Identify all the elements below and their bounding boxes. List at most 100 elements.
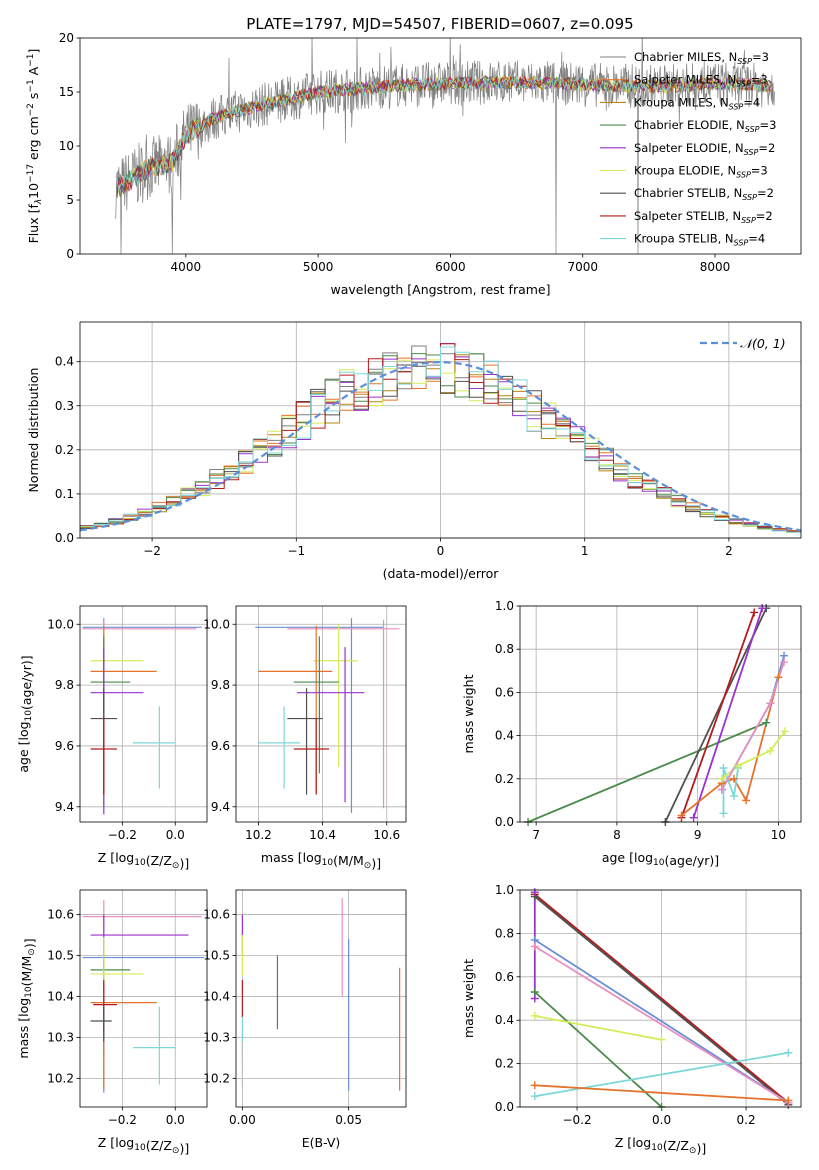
plot-area (527, 607, 786, 822)
plot-frame (79, 37, 802, 255)
y-tick-label: 0.2 (495, 772, 514, 786)
label-part: log (115, 1135, 134, 1150)
label-part: log (115, 850, 134, 865)
y-label-part: −1 (26, 54, 36, 67)
plot-area (115, 38, 775, 254)
label-part: age [ (602, 850, 634, 865)
weight-line-1 (664, 607, 768, 822)
x-tick-label: 0.05 (335, 1113, 362, 1127)
x-tick-label: 9 (694, 828, 702, 842)
axis-label: mass [log10(M/M⊙)] (261, 850, 381, 871)
y-tick-label: 10.3 (203, 1030, 230, 1044)
plot-area (82, 618, 202, 815)
axis-label: age [log10(age/yr)] (16, 655, 34, 772)
label-sub: 10 (651, 1143, 663, 1153)
axis-label: mass weight (461, 674, 476, 753)
weight-line-5 (534, 1015, 662, 1041)
label-part: mass weight (461, 959, 476, 1038)
y-label-part: 10 (26, 183, 41, 199)
y-tick-label: 0.6 (495, 685, 514, 699)
weight-marker (750, 608, 759, 617)
legend-label: Salpeter MILES, NSSP=3 (634, 73, 768, 89)
legend-name: Salpeter STELIB, N (634, 209, 741, 223)
weight-line-4 (680, 677, 780, 817)
y-tick-label: 9.4 (211, 800, 230, 814)
weight-marker (729, 774, 738, 783)
y-tick-label: 0.4 (495, 729, 514, 743)
y-tick-label: 10 (59, 139, 74, 153)
weight-line-6 (534, 1051, 789, 1098)
axis-label: age [log10(age/yr)] (602, 850, 719, 868)
legend-label: Salpeter STELIB, NSSP=2 (634, 209, 773, 225)
label-part: )] (179, 856, 189, 871)
label-part: (Z/Z (663, 1138, 689, 1153)
age-vs-mass-panel: 10.2 10.4 10.6 9.4 9.6 9.8 10.0 mass [log10(M/M… (203, 605, 407, 871)
label-part: )] (696, 1141, 706, 1156)
legend-name: Salpeter ELODIE, N (634, 141, 744, 155)
x-tick-label: 0 (437, 544, 445, 558)
legend-sub: SSP (742, 193, 757, 202)
y-tick-label: 5 (66, 193, 74, 207)
legend-sub: SSP (745, 125, 760, 134)
plot-area (255, 618, 400, 813)
y-tick-label: 9.6 (211, 739, 230, 753)
weight-marker (780, 658, 789, 667)
label-part: (M/M (333, 853, 364, 868)
legend-name: Salpeter MILES, N (634, 73, 736, 87)
y-label-part: ] (26, 49, 41, 54)
y-tick-label: 0.2 (55, 443, 74, 457)
label-sub: 10 (322, 858, 334, 868)
weight-marker (530, 888, 539, 897)
label-sub: 10 (24, 710, 34, 722)
legend-name: Kroupa MILES, N (634, 95, 729, 109)
x-tick-label: 8 (613, 828, 621, 842)
y-label-part: Flux [f (26, 204, 41, 244)
label-sub: 10 (134, 858, 146, 868)
weight-marker (530, 994, 539, 1003)
plot-frame (79, 605, 208, 823)
y-tick-label: 9.8 (211, 678, 230, 692)
legend-value: =3 (751, 73, 768, 87)
normal-reference-curve (80, 360, 801, 532)
y-tick-label: 10.4 (203, 989, 230, 1003)
weight-line-3 (534, 945, 789, 1104)
y-tick-label: 15 (59, 85, 74, 99)
x-tick-label: 4000 (171, 260, 202, 274)
y-tick-label: 10.2 (47, 1071, 74, 1085)
plot-area (241, 898, 401, 1091)
label-sub: ⊙ (172, 1146, 180, 1156)
label-part: log (16, 721, 31, 740)
y-tick-label: 20 (59, 31, 74, 45)
axis-label: Z [log10(Z/Z⊙)] (98, 850, 189, 871)
spectrum-panel: 4000 5000 6000 7000 8000 0 5 10 15 20 wavelength [… (26, 31, 802, 297)
y-tick-label: 10.3 (47, 1030, 74, 1044)
axis-label: mass weight (461, 959, 476, 1038)
y-tick-label: 9.4 (55, 800, 74, 814)
weight-line-1 (534, 895, 789, 1106)
y-tick-label: 0.0 (55, 531, 74, 545)
y-label-part: A (26, 66, 41, 79)
plot-frame (79, 321, 802, 539)
label-part: (Z/Z (146, 1138, 172, 1153)
y-tick-label: 9.6 (55, 739, 74, 753)
figure-title: PLATE=1797, MJD=54507, FIBERID=0607, z=0… (246, 15, 633, 33)
x-tick-label: −0.2 (108, 828, 137, 842)
legend-label: Kroupa ELODIE, NSSP=3 (634, 164, 768, 180)
weight-marker (774, 673, 783, 682)
weight-line-5 (722, 767, 739, 814)
label-part: Z [ (98, 1135, 115, 1150)
x-tick-label: 10.4 (309, 828, 336, 842)
age-vs-metallicity-panel: −0.2 0.09.49.69.810.0Z [log10(Z/Z⊙)]age [… (16, 605, 208, 871)
x-tick-label: 10 (771, 828, 786, 842)
y-tick-label: 9.8 (55, 678, 74, 692)
legend-sub: SSP (736, 80, 751, 89)
label-part: )] (371, 856, 381, 871)
weight-marker (530, 1092, 539, 1101)
legend-label: Chabrier ELODIE, NSSP=3 (634, 118, 776, 134)
weight-marker (729, 792, 738, 801)
legend-value: =4 (743, 95, 760, 109)
legend-label: Kroupa MILES, NSSP=4 (634, 95, 760, 111)
residuals-panel: −2 −1 0 1 2 0.0 0.1 0.2 0.3 0.4 𝒩(0, 1) (data-model… (26, 321, 802, 581)
mass-vs-metallicity-panel: −0.2 0.010.210.310.410.510.6Z [log10(Z/Z⊙… (16, 889, 208, 1156)
